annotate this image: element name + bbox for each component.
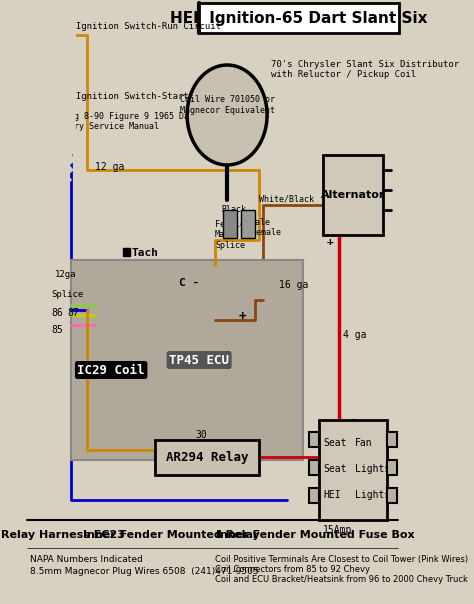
Text: C -: C - [179, 278, 200, 288]
Text: 16 ga: 16 ga [279, 280, 309, 290]
Text: Lights: Lights [355, 490, 390, 500]
Text: Coil Wire 701050 or
Magnecor Equivalent: Coil Wire 701050 or Magnecor Equivalent [180, 95, 274, 115]
Text: Female
Male
Splice: Female Male Splice [215, 220, 245, 250]
Bar [199, 3, 399, 33]
Text: Seat: Seat [323, 464, 346, 474]
Text: See pg 8-90 Figure 9 1965 Dart
Factory Service Manual: See pg 8-90 Figure 9 1965 Dart Factory S… [49, 112, 199, 132]
Text: 12ga: 12ga [55, 270, 77, 279]
Text: From Ignition Switch-Start Circuit: From Ignition Switch-Start Circuit [49, 92, 231, 101]
Text: 15Amp: 15Amp [323, 525, 353, 535]
Text: AR294 Relay: AR294 Relay [166, 451, 248, 464]
Text: HEI: HEI [323, 490, 341, 500]
Text: Fan: Fan [355, 438, 373, 448]
Text: J2A: J2A [26, 115, 43, 125]
Bar [387, 460, 397, 475]
Text: IC29 Coil: IC29 Coil [77, 364, 145, 376]
Polygon shape [23, 0, 75, 240]
Text: Splice: Splice [51, 290, 83, 299]
Text: 87: 87 [67, 308, 79, 318]
Circle shape [187, 65, 267, 165]
Bar [310, 432, 319, 447]
Text: Alternator: Alternator [321, 190, 385, 200]
Text: Inner Fender Mounted Fuse Box: Inner Fender Mounted Fuse Box [216, 530, 414, 540]
Text: Male
Female: Male Female [251, 218, 281, 237]
Bar [323, 155, 383, 235]
Text: From Ignition Switch-Run Circuit: From Ignition Switch-Run Circuit [49, 22, 221, 31]
Text: TP45 ECU: TP45 ECU [169, 353, 229, 367]
Bar [241, 210, 255, 238]
Text: 30: 30 [195, 430, 207, 440]
Text: 8.5mm Magnecor Plug Wires 6508  (241)471-9505: 8.5mm Magnecor Plug Wires 6508 (241)471-… [29, 567, 258, 576]
Text: Seat: Seat [323, 438, 346, 448]
Text: Coil Connectors from 85 to 92 Chevy: Coil Connectors from 85 to 92 Chevy [215, 565, 370, 574]
Text: 70's Chrysler Slant Six Distributor
with Reluctor / Pickup Coil: 70's Chrysler Slant Six Distributor with… [271, 60, 459, 79]
Text: Relay Harness EC23: Relay Harness EC23 [1, 530, 125, 540]
Text: 85: 85 [51, 325, 63, 335]
Text: Lights: Lights [355, 464, 390, 474]
Text: Coil Positive Terminals Are Closest to Coil Tower (Pink Wires): Coil Positive Terminals Are Closest to C… [215, 555, 468, 564]
Text: Tach: Tach [131, 248, 158, 258]
Text: White/Black: White/Black [259, 195, 314, 204]
Bar [71, 260, 303, 460]
Bar [310, 460, 319, 475]
Text: Coil and ECU Bracket/Heatsink from 96 to 2000 Chevy Truck: Coil and ECU Bracket/Heatsink from 96 to… [215, 575, 468, 584]
Text: J2: J2 [26, 32, 37, 42]
Bar [33, 30, 50, 90]
Bar [387, 432, 397, 447]
Text: 12 ga: 12 ga [95, 162, 125, 172]
Text: Inner Fender Mounted Relay: Inner Fender Mounted Relay [83, 530, 259, 540]
Text: +: + [239, 310, 246, 323]
Bar [319, 420, 387, 520]
Bar [123, 248, 129, 256]
Bar [223, 210, 237, 238]
Text: 4 ga: 4 ga [343, 330, 366, 340]
Text: 86: 86 [51, 308, 63, 318]
Bar [387, 488, 397, 503]
Bar [310, 488, 319, 503]
Text: NAPA Numbers Indicated: NAPA Numbers Indicated [29, 555, 142, 564]
Bar [155, 440, 259, 475]
Text: Black: Black [221, 205, 246, 214]
Text: +: + [327, 237, 334, 247]
Text: J3: J3 [26, 96, 37, 106]
Text: HEI  Ignition-65 Dart Slant Six: HEI Ignition-65 Dart Slant Six [170, 10, 428, 25]
